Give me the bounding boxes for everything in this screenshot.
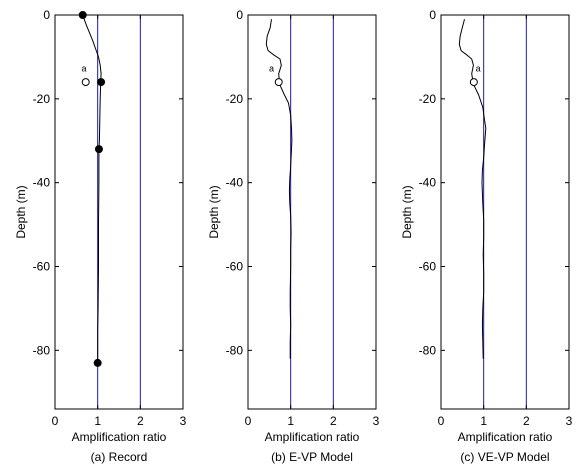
y-tick-label: -60 bbox=[419, 259, 437, 273]
panel-caption: (a) Record bbox=[91, 450, 148, 464]
data-point bbox=[97, 78, 106, 87]
data-line bbox=[82, 14, 102, 363]
x-tick-label: 2 bbox=[523, 414, 530, 428]
panel-1: 0 1 2 3 0 -20 -40 -60 -80 Amplification ratio Dept… bbox=[14, 8, 187, 464]
plot-frame bbox=[54, 14, 184, 410]
data-point bbox=[78, 11, 87, 19]
x-tick-label: 1 bbox=[287, 414, 294, 428]
x-tick-label: 1 bbox=[94, 414, 101, 428]
x-axis-label: Amplification ratio bbox=[265, 430, 360, 444]
x-tick-label: 2 bbox=[137, 414, 144, 428]
annotation-label: a bbox=[476, 64, 481, 74]
x-tick-label: 0 bbox=[245, 414, 252, 428]
x-tick-label: 0 bbox=[52, 414, 59, 428]
x-tick-label: 2 bbox=[330, 414, 337, 428]
y-tick-label: -80 bbox=[419, 343, 437, 357]
data-point-open bbox=[274, 78, 283, 87]
y-tick-label: -40 bbox=[33, 176, 51, 190]
panel-caption: (c) VE-VP Model bbox=[460, 450, 549, 464]
y-axis-label: Depth (m) bbox=[14, 185, 28, 238]
data-point bbox=[93, 358, 102, 367]
x-axis-label: Amplification ratio bbox=[458, 430, 553, 444]
data-point bbox=[94, 145, 103, 154]
y-tick-label: -80 bbox=[33, 343, 51, 357]
data-line bbox=[265, 19, 293, 359]
y-tick-label: -40 bbox=[226, 176, 244, 190]
y-tick-label: -20 bbox=[226, 92, 244, 106]
y-tick-label: -20 bbox=[419, 92, 437, 106]
data-point-open bbox=[469, 78, 478, 87]
y-axis-label: Depth (m) bbox=[400, 185, 414, 238]
x-tick-label: 3 bbox=[373, 414, 380, 428]
panel-3: 0 1 2 3 0 -20 -40 -60 -80 Amplification ratio Dept… bbox=[400, 8, 573, 464]
x-tick-label: 0 bbox=[438, 414, 445, 428]
y-tick-label: -20 bbox=[33, 92, 51, 106]
y-tick-label: -80 bbox=[226, 343, 244, 357]
y-tick-label: -60 bbox=[33, 259, 51, 273]
x-tick-label: 3 bbox=[180, 414, 187, 428]
panel-2: 0 1 2 3 0 -20 -40 -60 -80 Amplification ratio Dept… bbox=[207, 8, 380, 464]
x-axis-label: Amplification ratio bbox=[72, 430, 167, 444]
y-tick-label: -40 bbox=[419, 176, 437, 190]
data-point-open bbox=[81, 78, 90, 87]
x-tick-label: 1 bbox=[480, 414, 487, 428]
plot-frame bbox=[247, 14, 377, 410]
annotation-label: a bbox=[269, 64, 274, 74]
y-axis-label: Depth (m) bbox=[207, 185, 221, 238]
y-tick-label: 0 bbox=[429, 8, 436, 22]
y-tick-label: -60 bbox=[226, 259, 244, 273]
annotation-label: a bbox=[82, 64, 87, 74]
data-line bbox=[458, 19, 487, 359]
plot-frame bbox=[440, 14, 570, 410]
panel-caption: (b) E-VP Model bbox=[271, 450, 353, 464]
y-tick-label: 0 bbox=[43, 8, 50, 22]
x-tick-label: 3 bbox=[566, 414, 573, 428]
y-tick-label: 0 bbox=[236, 8, 243, 22]
